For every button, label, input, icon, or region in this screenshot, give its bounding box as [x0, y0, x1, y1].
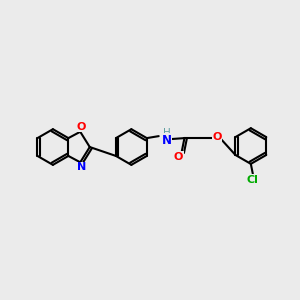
Text: O: O	[174, 152, 183, 162]
Text: Cl: Cl	[247, 175, 259, 185]
Text: O: O	[212, 132, 222, 142]
Text: N: N	[76, 162, 86, 172]
Text: H: H	[163, 128, 170, 138]
Text: O: O	[76, 122, 86, 132]
Text: N: N	[162, 134, 172, 147]
